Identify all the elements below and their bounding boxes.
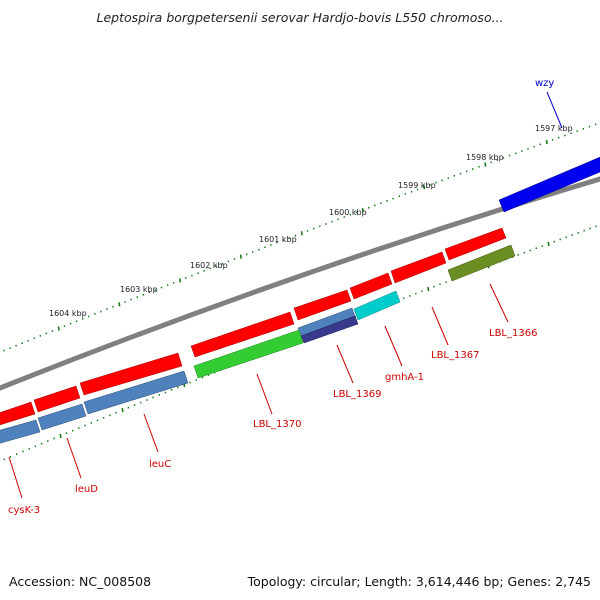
gene-arrow-lbl-1367-forward[interactable] [390,251,447,284]
gene-arrow-lbl-1370-forward[interactable] [190,311,295,358]
gene-label-gmha-1: gmhA-1 [385,372,424,383]
leader-line-wzy [546,91,563,129]
kbp-label-1601: 1601 kbp [259,235,297,244]
gene-arrow-lbl-1370[interactable] [193,329,304,379]
gene-arrow-leuc-forward[interactable] [79,352,183,396]
inner-major-tick [59,433,62,438]
outer-major-tick [57,326,60,331]
gene-arrow-lbl-1366[interactable] [447,244,516,282]
genome-summary-text: Topology: circular; Length: 3,614,446 bp… [247,574,591,589]
outer-major-tick [118,302,121,307]
gene-arrow-wzy[interactable] [498,152,600,213]
gene-arrow-leud[interactable] [37,403,87,431]
outer-major-tick [361,207,364,213]
gene-label-lbl-1369: LBL_1369 [333,389,381,400]
gene-arrow-cysk-3[interactable] [0,419,41,446]
gene-label-lbl-1367: LBL_1367 [431,350,479,361]
kbp-label-1602: 1602 kbp [190,261,228,270]
gene-arrow-leud-forward[interactable] [33,385,81,413]
outer-major-tick [484,162,487,167]
leader-line-lbl-1370 [256,373,273,415]
outer-major-tick [178,278,182,283]
gene-arrow-lbl-1369-forward[interactable] [293,289,352,321]
gene-arrow-lbl-1366-forward[interactable] [444,227,507,261]
inner-major-tick [427,286,430,292]
accession-text: Accession: NC_008508 [9,574,152,589]
gene-label-leud: leuD [75,484,98,495]
outer-major-tick [300,231,303,236]
outer-tick-ring [3,123,597,352]
kbp-label-1597: 1597 kbp [535,124,573,133]
map-title: Leptospira borgpetersenii serovar Hardjo… [96,10,504,25]
kbp-label-1600: 1600 kbp [329,208,367,217]
kbp-label-1598: 1598 kbp [466,153,504,162]
inner-major-tick [547,241,550,246]
gene-label-cysk-3: cysK-3 [8,505,40,516]
inner-major-tick [121,408,124,413]
kbp-label-1603: 1603 kbp [120,285,158,294]
gene-arrow-lbl-1369-b[interactable] [300,315,359,344]
outer-major-tick [239,254,242,259]
gene-arrow-cysk-forward[interactable] [0,401,36,428]
leader-line-leuc [143,413,159,453]
kbp-label-1599: 1599 kbp [398,181,436,190]
leader-line-gmha-1 [384,325,403,367]
leader-line-lbl-1367 [431,306,449,346]
gene-label-lbl-1370: LBL_1370 [253,419,301,430]
leader-line-lbl-1366 [489,283,509,323]
outer-major-tick [422,185,426,190]
gene-label-leuc: leuC [149,459,171,470]
gene-label-lbl-1366: LBL_1366 [489,328,537,339]
outer-major-tick [545,140,548,145]
gene-arrow-gmha-1[interactable] [353,290,401,321]
gene-label-wzy: wzy [535,78,554,89]
kbp-label-1604: 1604 kbp [49,309,87,318]
gene-arrow-leuc[interactable] [83,370,189,415]
gene-arrow-gmha-forward[interactable] [349,272,393,300]
leader-line-cysk-3 [8,456,23,499]
leader-line-leud [66,437,82,479]
leader-line-lbl-1369 [336,344,354,384]
